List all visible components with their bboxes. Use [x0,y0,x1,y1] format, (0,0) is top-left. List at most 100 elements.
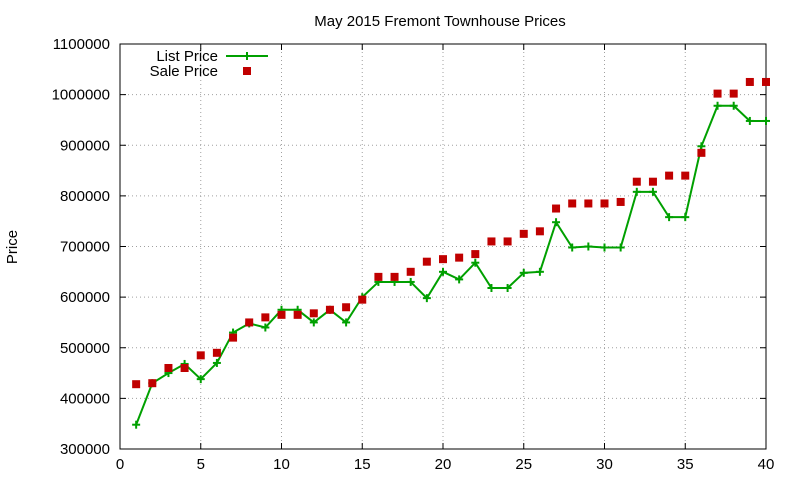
x-tick-label: 0 [116,456,124,473]
y-tick-label: 700000 [60,239,110,256]
y-tick-label: 1100000 [53,36,110,53]
sale-price-point [600,199,609,208]
sale-price-point [261,313,270,322]
list-price-point [455,275,464,284]
sale-price-point [584,199,593,208]
list-price-point [132,420,141,429]
sale-price-point [568,199,577,208]
sale-price-point [406,267,415,276]
y-tick-label: 400000 [60,390,110,407]
sale-price-point [180,364,189,372]
list-price-point [212,358,221,367]
series-layer [132,77,770,429]
sale-price-point [745,77,754,86]
sale-price-point [342,303,351,312]
list-price-point [681,213,690,222]
list-price-point [600,243,609,252]
sale-price-point [616,197,625,206]
list-price-point [713,101,722,110]
sale-price-point [681,171,690,180]
list-price-point [632,187,641,196]
y-tick-label: 900000 [60,137,110,154]
sale-price-point [503,237,512,246]
sale-price-point [196,351,205,360]
legend-marker-sale-price [243,67,251,75]
sale-price-point [212,348,221,357]
sale-price-point [665,171,674,180]
list-price-point [568,243,577,252]
y-tick-label: 500000 [60,340,110,357]
x-tick-label: 35 [677,456,694,473]
sale-price-point [729,89,738,98]
y-axis-label: Price [4,230,21,264]
sale-price-point [552,204,561,213]
list-price-line [135,104,766,426]
list-price-point [616,243,625,252]
chart-title: May 2015 Fremont Townhouse Prices [314,13,566,30]
sale-price-point [632,177,641,186]
x-tick-label: 10 [273,456,290,473]
sale-price-point [762,77,770,86]
list-price-point [648,187,657,196]
sale-price-point [390,272,399,281]
list-price-point [309,318,318,327]
sale-price-point [309,309,318,318]
legend-marker-list-price [243,52,251,60]
list-price-point [762,116,770,125]
sale-price-point [148,379,157,388]
sale-price-point [471,250,480,259]
legend-label-sale-price: Sale Price [150,63,218,80]
sale-price-point [245,318,254,327]
list-price-point [342,318,351,327]
x-tick-label: 40 [758,456,775,473]
legend-symbol-list-price [226,52,268,60]
sale-price-point [132,380,141,389]
sale-price-point [229,333,238,342]
sale-price-point [325,305,334,314]
list-price-point [487,284,496,293]
y-tick-label: 1000000 [52,87,110,104]
sale-price-point [519,229,528,238]
list-price-point [422,294,431,303]
list-price-point [665,213,674,222]
x-tick-label: 15 [354,456,371,473]
sale-price-point [358,295,367,304]
sale-price-point [713,89,722,98]
x-tick-label: 25 [515,456,532,473]
sale-price-point [374,272,383,281]
list-price-point [729,101,738,110]
legend-label-list-price: List Price [156,48,218,65]
legend-symbol-sale-price [243,67,251,75]
list-price-point [406,277,415,286]
sale-price-point [455,253,464,262]
sale-price-point [697,148,706,157]
sale-price-point [535,227,544,236]
sale-price-point [648,177,657,186]
axis-ticks: 0 5 10 15 20 25 30 35 40 300000 400000 500000 600000… [52,36,775,473]
y-tick-label: 800000 [60,188,110,205]
list-price-point [745,116,754,125]
sale-price-point [422,257,431,266]
list-price-point [535,267,544,276]
list-price-point [439,267,447,276]
legend: List Price Sale Price [150,48,268,80]
list-price-point [519,268,528,277]
x-tick-label: 5 [197,456,205,473]
x-tick-label: 20 [435,456,452,473]
y-tick-label: 600000 [60,289,110,306]
sale-price-point [293,310,302,319]
sale-price-point [164,364,173,372]
list-price-point [503,284,512,293]
sale-price-point [277,310,286,319]
sale-price-point [439,255,447,264]
x-tick-label: 30 [596,456,613,473]
y-tick-label: 300000 [60,441,110,458]
sale-price-point [487,237,496,246]
list-price-point [261,323,270,332]
list-price-point [196,375,205,384]
grid-lines [120,44,766,449]
list-price-point [552,218,561,227]
list-price-point [471,258,480,267]
list-price-point [584,242,593,251]
